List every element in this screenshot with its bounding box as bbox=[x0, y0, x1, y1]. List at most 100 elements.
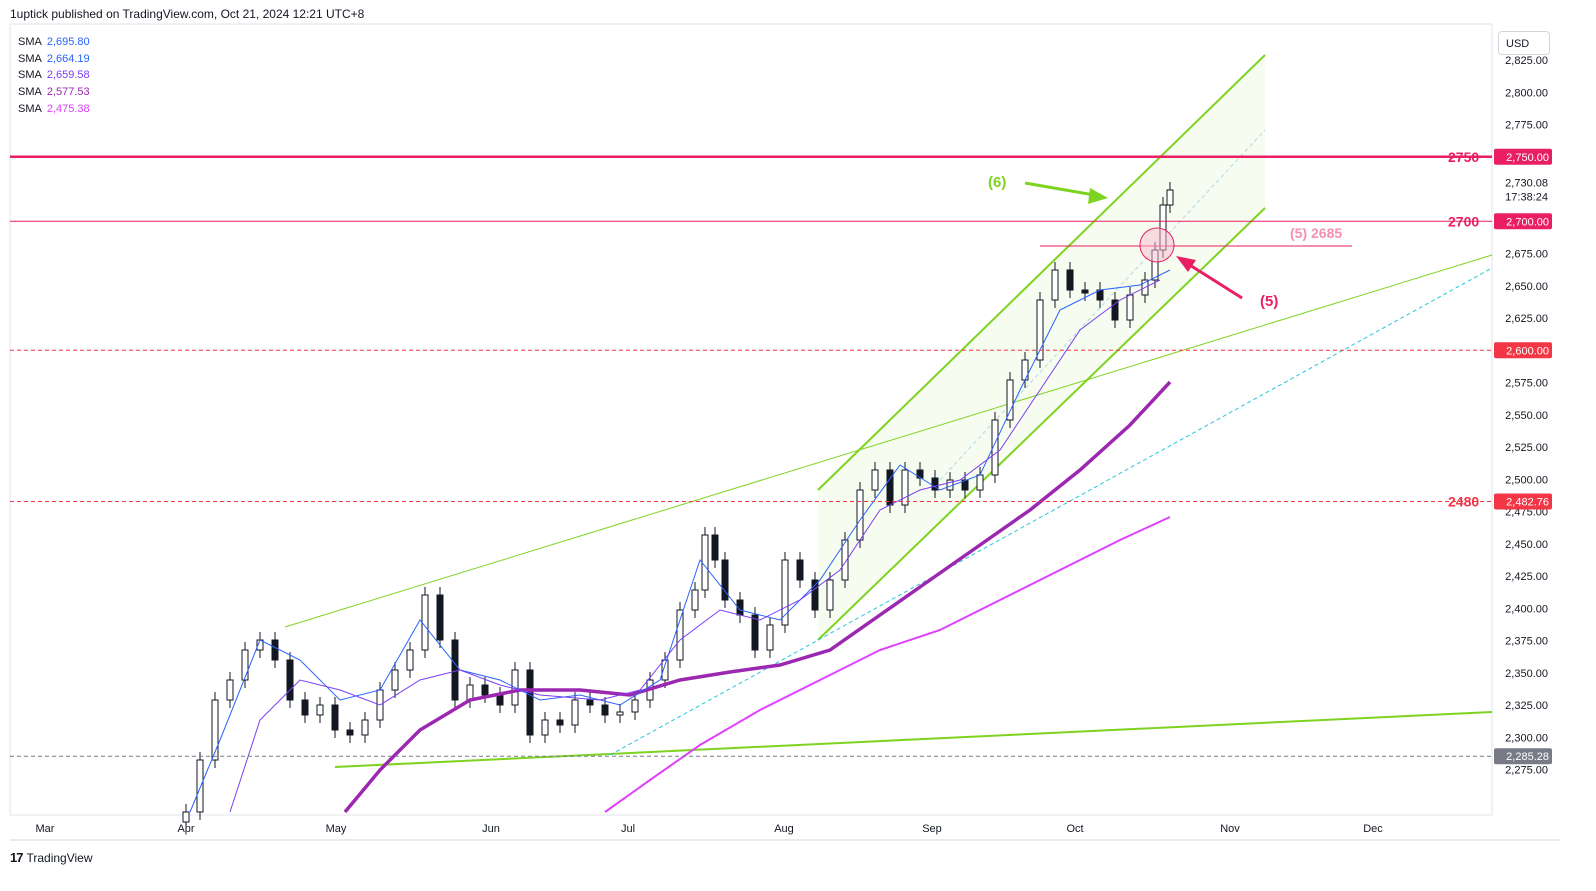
sma-name: SMA bbox=[18, 52, 42, 65]
sma-row-1[interactable]: SMA 2,695.80 bbox=[18, 34, 90, 51]
sma-lines bbox=[189, 269, 1172, 814]
y-tick-label: 2,800.00 bbox=[1505, 87, 1548, 99]
y-tick-label: 2,275.00 bbox=[1505, 765, 1548, 777]
sma-row-3[interactable]: SMA 2,659.58 bbox=[18, 67, 90, 84]
candle-body bbox=[711, 534, 719, 561]
sma-row-5[interactable]: SMA 2,475.38 bbox=[18, 101, 90, 118]
price-badge-label: 2,700.00 bbox=[1506, 216, 1549, 228]
plot-frame bbox=[9, 23, 1493, 816]
candle-body bbox=[661, 659, 669, 681]
candle-body bbox=[182, 811, 190, 823]
candle-body bbox=[316, 704, 324, 716]
candle-body bbox=[991, 419, 999, 476]
target-circle bbox=[1139, 227, 1175, 263]
trend-base bbox=[334, 711, 1493, 768]
x-tick-label: May bbox=[326, 823, 347, 835]
candle-body bbox=[751, 614, 759, 651]
candle-body bbox=[406, 649, 414, 671]
arrow-5-head bbox=[1176, 256, 1196, 272]
candle-body bbox=[496, 694, 504, 706]
y-tick-label: 2,730.08 bbox=[1505, 177, 1548, 189]
candle-body bbox=[541, 719, 549, 736]
annotation-5-2685: (5) 2685 bbox=[1290, 225, 1342, 241]
candle-body bbox=[901, 469, 909, 506]
candle-body bbox=[826, 579, 834, 611]
level-label: 2700 bbox=[1448, 213, 1479, 229]
candle-body bbox=[1066, 269, 1074, 291]
y-tick-label: 2,550.00 bbox=[1505, 410, 1548, 422]
candle-body bbox=[1166, 189, 1174, 206]
sma-name: SMA bbox=[18, 36, 42, 48]
candle-body bbox=[616, 711, 624, 716]
candle-body bbox=[961, 479, 969, 491]
y-tick-label: 2,425.00 bbox=[1505, 571, 1548, 583]
price-badge bbox=[1494, 748, 1552, 765]
price-badge bbox=[1494, 213, 1552, 230]
y-tick-label: 2,500.00 bbox=[1505, 474, 1548, 486]
candle-body bbox=[211, 699, 219, 761]
candle-body bbox=[346, 729, 354, 736]
price-badge-label: 2,750.00 bbox=[1506, 152, 1549, 164]
candles bbox=[182, 182, 1174, 830]
candle-body bbox=[526, 669, 534, 736]
y-tick-label: 17:38:24 bbox=[1505, 192, 1548, 204]
x-tick-label: Apr bbox=[177, 823, 194, 835]
candle-body bbox=[271, 639, 279, 661]
candle-body bbox=[701, 534, 709, 591]
candle-body bbox=[1021, 359, 1029, 381]
sma-row-2[interactable]: SMA 2,664.19 bbox=[18, 51, 90, 68]
level-label: 2480 bbox=[1448, 493, 1479, 509]
candle-body bbox=[1126, 294, 1134, 321]
y-tick-label: 2,300.00 bbox=[1505, 732, 1548, 744]
candle-body bbox=[601, 704, 609, 716]
sma-curve bbox=[343, 380, 1172, 814]
x-tick-label: Nov bbox=[1220, 823, 1240, 835]
arrow-5-shaft bbox=[1184, 260, 1243, 300]
sma-name: SMA bbox=[18, 69, 42, 82]
x-axis: Mar Apr May Jun Jul Aug Sep Oct Nov Dec bbox=[36, 823, 1384, 835]
candle-body bbox=[196, 759, 204, 813]
x-tick-label: Jun bbox=[482, 823, 500, 835]
price-badge bbox=[1494, 342, 1552, 359]
y-tick-label: 2,400.00 bbox=[1505, 603, 1548, 615]
candle-body bbox=[1006, 379, 1014, 421]
candle-body bbox=[1111, 299, 1119, 321]
candle-body bbox=[721, 559, 729, 601]
tradingview-footer[interactable]: 17 TradingView bbox=[10, 850, 93, 865]
candle-body bbox=[1081, 289, 1089, 294]
publish-header: 1uptick published on TradingView.com, Oc… bbox=[10, 7, 365, 21]
candle-body bbox=[226, 679, 234, 701]
sma-curve bbox=[229, 279, 1161, 813]
sma-value: 2,664.19 bbox=[46, 52, 90, 65]
sma-curve bbox=[189, 269, 1171, 813]
y-tick-label: 2,375.00 bbox=[1505, 636, 1548, 648]
candle-body bbox=[871, 469, 879, 491]
currency-button[interactable]: USD bbox=[1498, 31, 1550, 55]
candle-body bbox=[841, 539, 849, 581]
candle-body bbox=[451, 639, 459, 701]
candle-body bbox=[301, 699, 309, 716]
price-badge bbox=[1494, 148, 1552, 165]
y-tick-label: 2,775.00 bbox=[1505, 120, 1548, 132]
candle-body bbox=[916, 469, 924, 479]
candle-body bbox=[976, 474, 984, 491]
channel-lower bbox=[817, 207, 1266, 641]
y-tick-label: 2,625.00 bbox=[1505, 313, 1548, 325]
y-tick-label: 2,450.00 bbox=[1505, 539, 1548, 551]
sma-value: 2,475.38 bbox=[46, 102, 90, 115]
y-axis: 2,825.00 2,800.00 2,775.00 2,730.08 17:38:24… bbox=[1494, 55, 1552, 777]
sma-row-4[interactable]: SMA 2,577.53 bbox=[18, 84, 90, 101]
candle-body bbox=[676, 609, 684, 661]
sma-name: SMA bbox=[18, 102, 42, 115]
annotations: (6) (5) 2685 (5) bbox=[988, 174, 1352, 310]
candle-body bbox=[766, 624, 774, 651]
arrow-6-head bbox=[1088, 188, 1108, 204]
candle-body bbox=[571, 699, 579, 726]
sma-value: 2,695.80 bbox=[46, 36, 90, 48]
price-levels: 2750 2700 2480 bbox=[10, 149, 1492, 757]
x-tick-label: Sep bbox=[922, 823, 942, 835]
candle-body bbox=[361, 719, 369, 736]
arrow-6-shaft bbox=[1024, 181, 1101, 198]
y-tick-label: 2,825.00 bbox=[1505, 55, 1548, 67]
